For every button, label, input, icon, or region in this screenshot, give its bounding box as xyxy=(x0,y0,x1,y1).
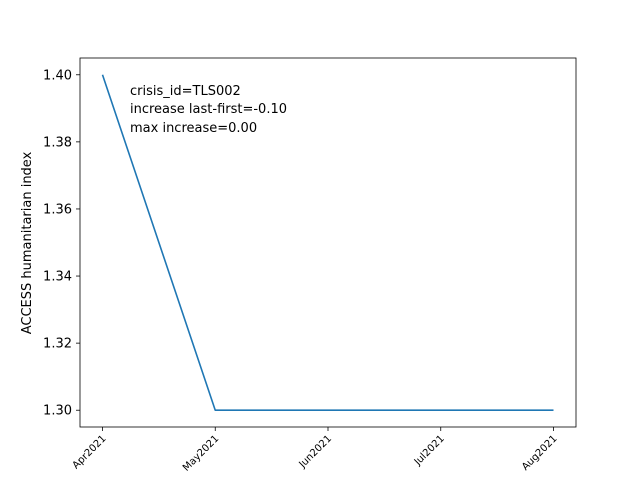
y-tick-label: 1.34 xyxy=(43,270,72,285)
x-tick-label: Jul2021 xyxy=(412,433,447,468)
x-axis: Apr2021 May2021 Jun2021 Jul2021 Aug2021 xyxy=(71,427,560,474)
y-tick-label: 1.30 xyxy=(43,404,72,419)
y-tick-label: 1.32 xyxy=(43,337,72,352)
annotation-box: crisis_id=TLS002 increase last-first=-0.… xyxy=(130,84,287,136)
y-axis-label: ACCESS humanitarian index xyxy=(20,151,35,334)
annotation-crisis-id: crisis_id=TLS002 xyxy=(130,84,241,99)
y-tick-label: 1.36 xyxy=(43,202,72,217)
x-tick-label: May2021 xyxy=(181,433,221,473)
series-line xyxy=(101,74,554,412)
annotation-increase-last-first: increase last-first=-0.10 xyxy=(130,102,287,117)
x-tick-label: Jun2021 xyxy=(297,433,335,471)
annotation-max-increase: max increase=0.00 xyxy=(130,121,257,136)
y-tick-label: 1.40 xyxy=(43,68,72,83)
series-layer xyxy=(101,74,554,412)
x-tick-label: Aug2021 xyxy=(520,433,560,473)
y-axis: 1.30 1.32 1.34 1.36 1.38 1.40 xyxy=(43,68,80,419)
x-tick-label: Apr2021 xyxy=(71,433,109,471)
y-tick-label: 1.38 xyxy=(43,135,72,150)
